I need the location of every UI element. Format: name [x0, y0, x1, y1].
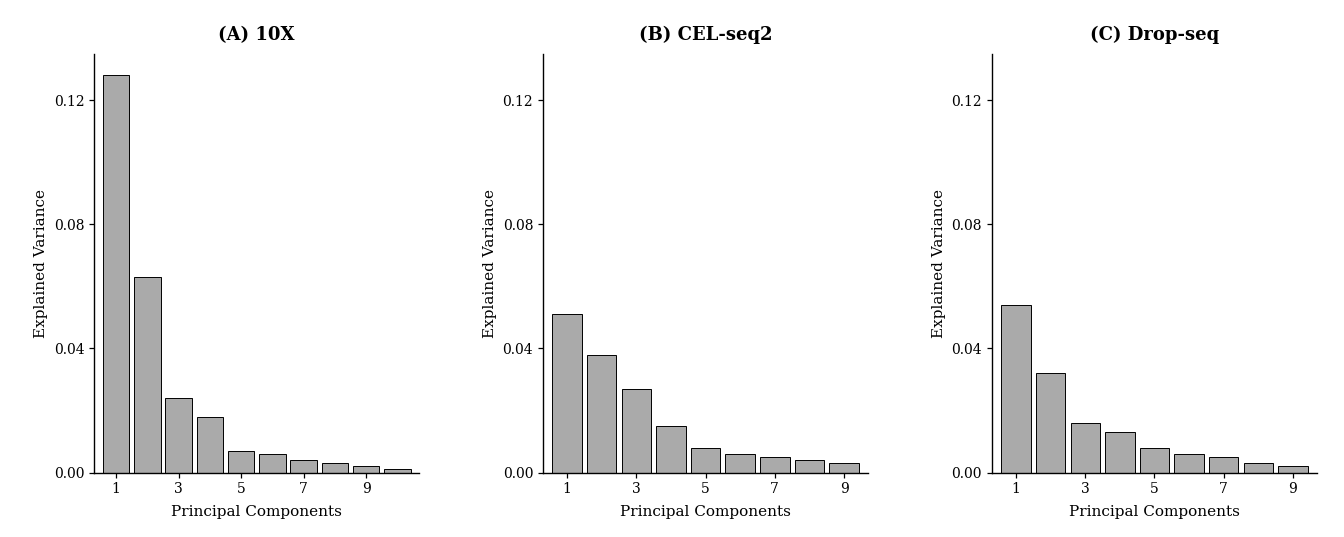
Bar	[1175, 454, 1204, 473]
Y-axis label: Explained Variance: Explained Variance	[482, 188, 497, 338]
X-axis label: Principal Components: Principal Components	[620, 505, 792, 519]
Bar	[1001, 305, 1031, 473]
Bar	[1105, 432, 1134, 473]
X-axis label: Principal Components: Principal Components	[1068, 505, 1241, 519]
Title: (A) 10X: (A) 10X	[219, 26, 296, 44]
Bar	[384, 469, 411, 473]
Bar	[1278, 466, 1308, 473]
Bar	[587, 354, 617, 473]
Bar	[726, 454, 755, 473]
Y-axis label: Explained Variance: Explained Variance	[931, 188, 946, 338]
Bar	[165, 398, 192, 473]
Bar	[353, 466, 379, 473]
Bar	[102, 75, 129, 473]
Bar	[656, 426, 685, 473]
Bar	[552, 314, 582, 473]
Bar	[259, 454, 286, 473]
Y-axis label: Explained Variance: Explained Variance	[34, 188, 48, 338]
Bar	[321, 463, 348, 473]
Bar	[1140, 448, 1169, 473]
Title: (B) CEL-seq2: (B) CEL-seq2	[638, 26, 773, 44]
Bar	[829, 463, 859, 473]
Bar	[691, 448, 720, 473]
Bar	[622, 389, 650, 473]
Bar	[1036, 373, 1066, 473]
Bar	[196, 417, 223, 473]
Bar	[134, 277, 160, 473]
X-axis label: Principal Components: Principal Components	[171, 505, 343, 519]
Bar	[1210, 457, 1238, 473]
Bar	[1071, 423, 1099, 473]
Title: (C) Drop-seq: (C) Drop-seq	[1090, 26, 1219, 44]
Bar	[227, 451, 254, 473]
Bar	[1243, 463, 1273, 473]
Bar	[794, 460, 824, 473]
Bar	[761, 457, 789, 473]
Bar	[290, 460, 317, 473]
